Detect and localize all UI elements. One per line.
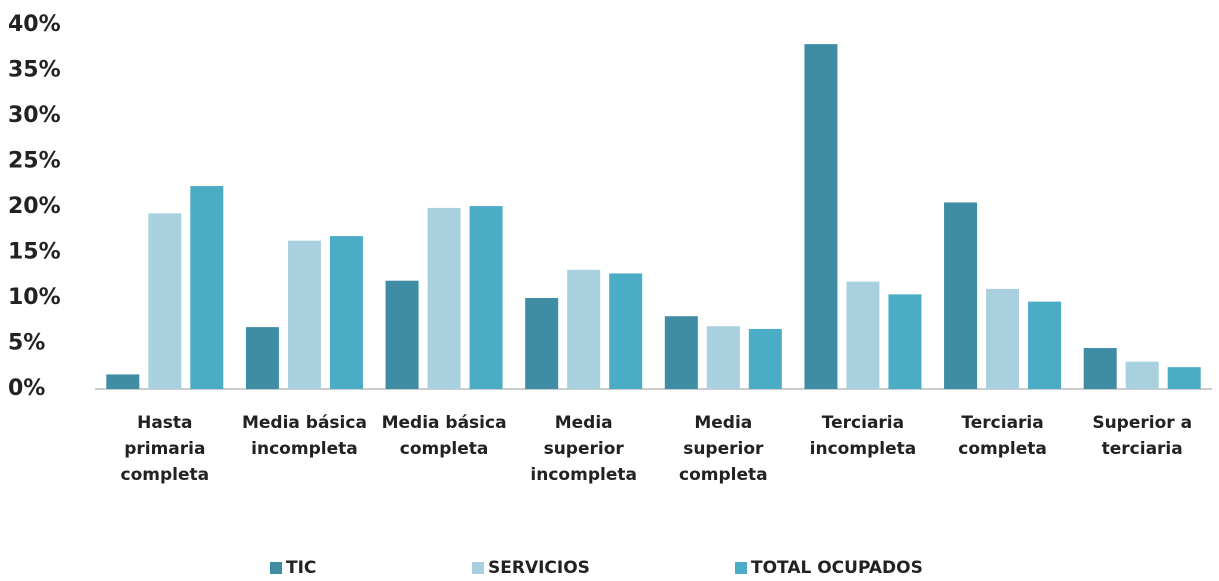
y-tick-label: 10% [8, 285, 61, 310]
legend-swatch [472, 562, 484, 574]
y-tick-label: 20% [8, 194, 61, 219]
bar [1125, 361, 1159, 389]
bar [427, 207, 461, 389]
legend-label: SERVICIOS [488, 558, 590, 578]
bar [664, 316, 698, 389]
x-tick-label: Superior a terciaria [1092, 413, 1193, 459]
legend-swatch [270, 562, 282, 574]
bar [385, 280, 419, 389]
legend-swatch [735, 562, 747, 574]
y-tick-label: 35% [8, 58, 61, 83]
y-tick-label: 25% [8, 149, 61, 174]
bar [846, 281, 880, 389]
y-tick-label: 30% [8, 103, 61, 128]
bar [525, 298, 559, 389]
bar [148, 213, 182, 389]
x-tick-label: Media superior completa [679, 413, 768, 485]
legend-label: TOTAL OCUPADOS [751, 558, 923, 578]
y-tick-label: 40% [8, 12, 61, 37]
x-tick-label: Hasta primaria completa [120, 413, 210, 485]
y-tick-label: 5% [8, 331, 45, 356]
bar [888, 294, 922, 389]
bar [469, 206, 503, 389]
x-tick-label: Media básica incompleta [241, 413, 367, 459]
bar [1028, 301, 1062, 389]
y-tick-label: 15% [8, 240, 61, 265]
bar [106, 374, 140, 389]
bar [706, 326, 740, 389]
bar [944, 202, 978, 389]
bar [1083, 348, 1117, 389]
bar [748, 328, 782, 389]
legend-label: TIC [286, 558, 316, 578]
y-tick-label: 0% [8, 376, 45, 401]
bar [245, 327, 279, 389]
bar [609, 273, 643, 389]
x-tick-label: Media básica completa [381, 413, 507, 459]
x-tick-label: Terciaria completa [958, 413, 1047, 459]
bar [287, 240, 321, 389]
bar [329, 236, 363, 389]
x-tick-label: Media superior incompleta [530, 413, 637, 485]
bar [567, 269, 601, 389]
bar [1167, 367, 1201, 389]
bar [986, 288, 1020, 389]
bar [190, 186, 224, 389]
x-tick-label: Terciaria incompleta [809, 413, 917, 459]
bar [804, 44, 838, 390]
